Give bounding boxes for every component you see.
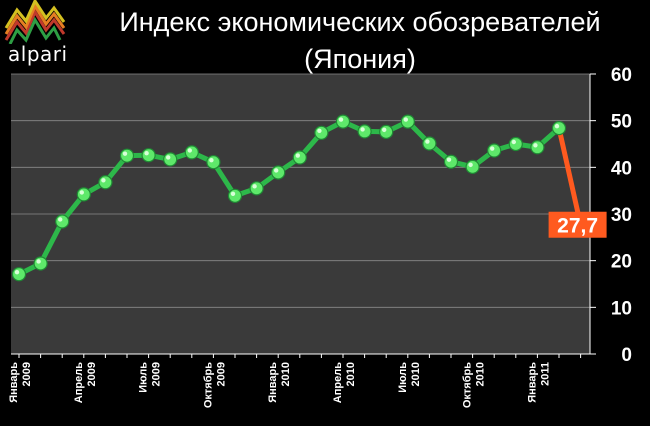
data-point [184,145,199,160]
data-point-highlight [58,217,63,222]
data-point [249,181,264,196]
data-point [141,148,156,163]
data-point-highlight [144,151,149,156]
data-point [163,152,178,167]
data-point-highlight [187,148,192,153]
data-point [33,256,48,271]
highlight-segment [556,125,584,228]
data-point [422,136,437,151]
x-tick-label-month: Октябрь [202,362,214,408]
data-point [227,188,243,203]
y-tick-label: 50 [611,112,632,133]
data-point-highlight [338,117,344,122]
data-point-highlight [446,157,452,162]
alpari-logo: alpari [2,0,68,66]
x-tick-label-year: 2010 [345,362,357,386]
x-tick-label-month: Июль [397,362,409,393]
data-point [379,124,394,139]
x-tick-label-month: Январь [526,362,538,403]
x-tick-label-month: Январь [8,362,20,403]
data-point-highlight [79,190,85,195]
x-tick-label-month: Январь [267,362,279,403]
data-point-highlight [295,153,300,158]
x-tick-label: Апрель 2010 [332,362,357,403]
x-tick-label: Апрель 2009 [73,362,98,403]
data-point [357,124,372,139]
x-tick-label-year: 2009 [86,362,98,386]
data-point [508,136,523,152]
data-point [314,125,329,140]
x-tick-label: Июль 2010 [397,362,422,393]
x-tick-label: Январь 2010 [267,362,292,403]
x-tick-label-year: 2009 [215,362,227,386]
data-point [487,143,502,158]
x-tick-label: Январь 2011 [526,362,551,403]
data-point [443,154,459,169]
x-tick-label: Октябрь 2010 [462,362,487,408]
data-point-highlight [230,191,236,196]
data-point-highlight [317,128,322,133]
data-point-highlight [403,117,408,122]
chart-title: Индекс экономических обозревателей [119,7,601,37]
data-point-highlight [122,151,128,156]
data-point-highlight [101,178,106,183]
y-tick-label: 60 [611,65,632,86]
data-point-highlight [468,162,473,168]
data-point-highlight [166,155,171,160]
y-tick-label: 20 [611,252,632,273]
data-point [271,165,286,180]
x-tick-label-year: 2010 [410,362,422,386]
data-point-highlight [382,127,387,133]
highlight-label-box [548,211,607,238]
logo-text: alpari [8,42,68,66]
x-tick-label-year: 2011 [539,362,551,386]
y-tick-label: 10 [611,298,632,319]
y-tick-label: 0 [621,345,632,366]
data-point-highlight [490,146,495,151]
data-point-highlight [554,123,560,129]
data-point [335,114,351,129]
data-point [55,214,70,229]
mountains-logo-icon [4,0,66,45]
data-point-highlight [425,139,430,144]
y-tick-label: 30 [611,205,632,226]
x-tick-label: Июль 2009 [138,362,163,393]
data-point [98,175,113,190]
data-point-highlight [14,270,20,275]
x-tick-label-month: Апрель [332,362,344,403]
data-point-highlight [533,143,538,148]
x-tick-label-month: Апрель [73,362,85,403]
y-tick-label: 40 [611,158,632,179]
x-tick-label-year: 2009 [151,362,163,386]
data-point-highlight [360,127,365,132]
data-point [292,150,307,165]
highlight-label: 27,7 [557,215,598,238]
data-point-highlight [36,259,41,264]
x-tick-label: Октябрь 2009 [202,362,227,408]
chart-title-block: Индекс экономических обозревателей (Япон… [60,4,650,78]
x-tick-label-year: 2010 [475,362,487,386]
data-point [119,148,135,163]
data-point-highlight [209,158,214,163]
data-point [551,121,567,136]
data-point-highlight [274,168,279,173]
data-point-highlight [252,184,257,189]
chart-subtitle: (Япония) [304,44,416,74]
x-tick-label-year: 2009 [21,362,33,386]
data-point [11,267,27,282]
data-point [76,187,91,202]
x-tick-label: Январь 2009 [8,362,33,403]
data-point [530,140,545,155]
data-point-highlight [511,139,516,145]
x-tick-label-year: 2010 [280,362,292,386]
x-tick-label-month: Октябрь [462,362,474,408]
x-tick-label-month: Июль [138,362,150,393]
data-point [206,155,221,170]
data-point [400,114,415,129]
data-point [465,159,480,174]
